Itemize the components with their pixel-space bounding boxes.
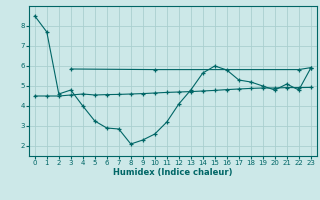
X-axis label: Humidex (Indice chaleur): Humidex (Indice chaleur) <box>113 168 233 177</box>
